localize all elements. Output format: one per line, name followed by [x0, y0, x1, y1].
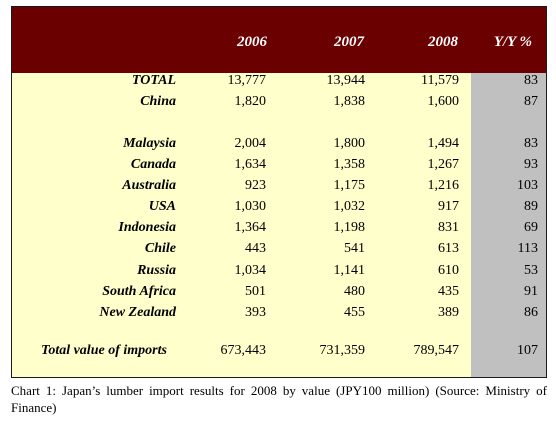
row-label: Total value of imports [41, 343, 167, 358]
yy-column-shade [471, 73, 546, 377]
column-header: Y/Y % [493, 34, 532, 50]
row-label: USA [148, 199, 176, 214]
value-cell: 1,216 [427, 178, 460, 193]
value-cell: 1,800 [333, 136, 366, 151]
column-header: 2007 [334, 34, 364, 50]
value-cell: 923 [245, 178, 266, 193]
value-cell: 443 [245, 241, 266, 256]
yy-cell: 89 [524, 199, 538, 214]
value-cell: 1,364 [234, 220, 267, 235]
value-cell: 831 [438, 220, 459, 235]
yy-cell: 107 [517, 343, 538, 358]
value-cell: 2,004 [234, 136, 267, 151]
yy-cell: 87 [524, 94, 538, 109]
yy-cell: 113 [517, 241, 538, 256]
column-header: 2008 [428, 34, 458, 50]
yy-cell: 83 [524, 73, 538, 88]
value-cell: 501 [245, 284, 266, 299]
value-cell: 1,267 [427, 157, 460, 172]
value-cell: 1,198 [333, 220, 366, 235]
value-cell: 1,820 [234, 94, 267, 109]
row-label: South Africa [102, 284, 176, 299]
yy-cell: 53 [524, 263, 538, 278]
row-label: Russia [137, 263, 176, 278]
row-label: Australia [122, 178, 176, 193]
yy-cell: 91 [524, 284, 538, 299]
table-header: 2006 2007 2008 Y/Y % [12, 7, 546, 73]
yy-cell: 83 [524, 136, 538, 151]
yy-cell: 93 [524, 157, 538, 172]
row-label: Indonesia [118, 220, 176, 235]
value-cell: 1,600 [427, 94, 460, 109]
value-cell: 1,141 [333, 263, 366, 278]
value-cell: 1,034 [234, 263, 267, 278]
value-cell: 1,838 [333, 94, 366, 109]
value-cell: 13,777 [227, 73, 267, 88]
lumber-import-table: 2006 2007 2008 Y/Y % TOTAL 13,777 13,944 11,57… [11, 6, 547, 378]
value-cell: 435 [438, 284, 459, 299]
value-cell: 11,579 [421, 73, 459, 88]
value-cell: 455 [344, 305, 365, 320]
value-cell: 673,443 [220, 343, 267, 358]
value-cell: 480 [344, 284, 365, 299]
row-label: China [140, 94, 176, 109]
value-cell: 613 [438, 241, 459, 256]
row-label: New Zealand [99, 305, 176, 320]
row-label: Canada [130, 157, 176, 172]
value-cell: 1,358 [333, 157, 366, 172]
value-cell: 541 [344, 241, 365, 256]
row-label: Malaysia [123, 136, 176, 151]
table-caption: Chart 1: Japan’s lumber import results f… [11, 383, 547, 415]
value-cell: 13,944 [326, 73, 366, 88]
yy-cell: 69 [524, 220, 538, 235]
value-cell: 1,032 [333, 199, 366, 214]
row-label: Chile [144, 241, 176, 256]
yy-cell: 86 [524, 305, 538, 320]
yy-cell: 103 [517, 178, 538, 193]
row-label: TOTAL [131, 73, 176, 88]
value-cell: 610 [438, 263, 459, 278]
value-cell: 1,175 [333, 178, 366, 193]
column-header: 2006 [237, 34, 267, 50]
value-cell: 789,547 [413, 343, 460, 358]
value-cell: 1,634 [234, 157, 267, 172]
value-cell: 393 [245, 305, 266, 320]
value-cell: 1,494 [427, 136, 460, 151]
value-cell: 389 [438, 305, 459, 320]
value-cell: 917 [438, 199, 459, 214]
value-cell: 1,030 [234, 199, 267, 214]
value-cell: 731,359 [319, 343, 366, 358]
